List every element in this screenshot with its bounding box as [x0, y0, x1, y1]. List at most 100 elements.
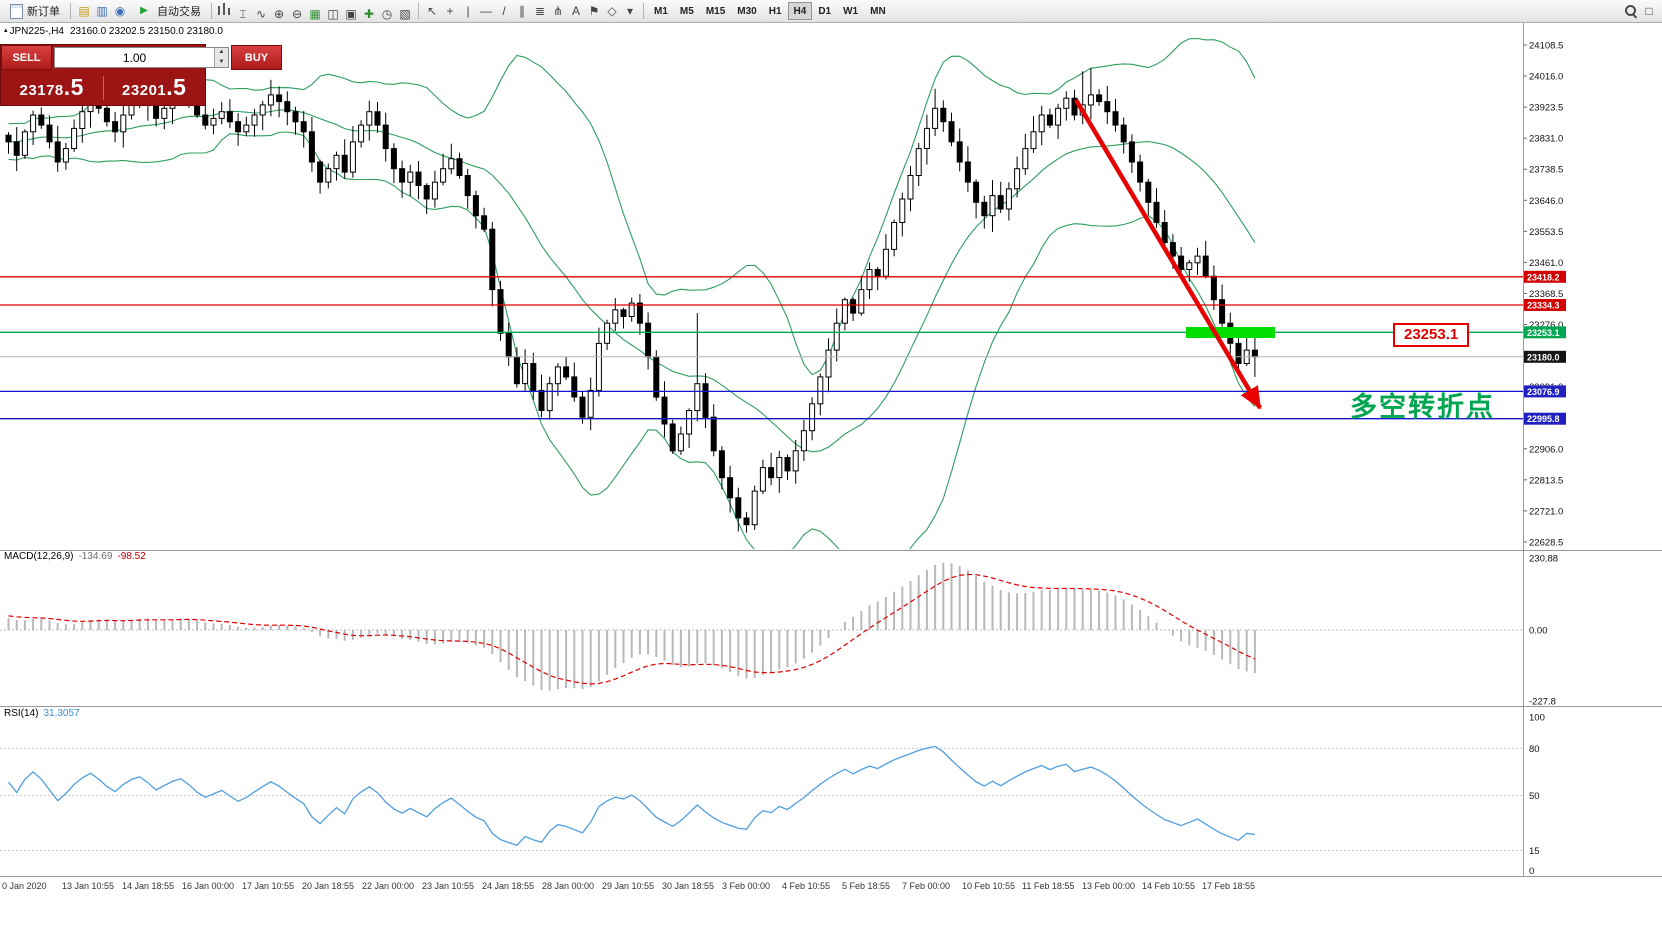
svg-text:23180.0: 23180.0 [1527, 352, 1560, 362]
price-badge-23334.3 [1524, 299, 1566, 311]
profiles-icon[interactable]: ▤ [78, 4, 90, 18]
timeframe-H4[interactable]: H4 [787, 2, 813, 20]
candlestick-chart-icon[interactable]: ⌶ [239, 6, 247, 21]
price-badge-23180.0 [1524, 350, 1566, 363]
vertical-line-icon[interactable]: | [466, 4, 470, 18]
zoom-in-icon[interactable]: ⊕ [273, 6, 285, 21]
window-list-icon[interactable]: □ [1645, 4, 1653, 18]
svg-text:23738.5: 23738.5 [1529, 165, 1563, 176]
svg-text:23253.1: 23253.1 [1527, 328, 1560, 338]
new-chart-icon[interactable]: ▦ [309, 6, 321, 21]
svg-text:20 Jan 18:55: 20 Jan 18:55 [302, 881, 354, 891]
zoom-out-icon[interactable]: ⊖ [291, 6, 303, 21]
sell-price[interactable]: 23178.5 [19, 74, 84, 100]
period-icon[interactable]: ◷ [381, 6, 393, 21]
svg-text:23646.0: 23646.0 [1529, 196, 1563, 207]
search-icon[interactable] [1622, 2, 1640, 20]
rsi-line [7, 745, 1255, 847]
tile-windows-icon[interactable]: ◫ [327, 6, 339, 21]
timeframe-MN[interactable]: MN [864, 2, 892, 20]
svg-text:23076.9: 23076.9 [1527, 387, 1560, 397]
price-callout[interactable]: 23253.1 [1393, 323, 1470, 347]
rsi-value: 31.3057 [43, 708, 80, 719]
svg-text:23 Jan 10:55: 23 Jan 10:55 [422, 881, 474, 891]
dropdown-arrow-icon[interactable]: ▾ [626, 4, 634, 18]
indicators-icon[interactable]: ✚ [363, 6, 375, 21]
timeframe-M15[interactable]: M15 [700, 2, 731, 20]
svg-text:22906.0: 22906.0 [1529, 444, 1563, 455]
price-divider [102, 75, 104, 100]
svg-text:30 Jan 18:55: 30 Jan 18:55 [662, 881, 714, 891]
svg-text:100: 100 [1529, 713, 1545, 724]
svg-text:24108.5: 24108.5 [1529, 41, 1563, 52]
svg-text:23553.5: 23553.5 [1529, 227, 1563, 238]
andrews-pitchfork-icon[interactable]: ⋔ [552, 4, 564, 18]
timeframe-H1[interactable]: H1 [763, 2, 788, 20]
chart-ohlc-values: 23160.0 23202.5 23150.0 23180.0 [69, 26, 223, 37]
fibonacci-icon[interactable]: ≣ [534, 4, 546, 18]
volume-decrease-button[interactable]: ▼ [215, 57, 228, 67]
new-order-button[interactable]: 新订单 [4, 1, 66, 21]
line-chart-icon[interactable]: ∿ [255, 6, 267, 21]
svg-text:3 Feb 00:00: 3 Feb 00:00 [722, 881, 770, 891]
volume-increase-button[interactable]: ▲ [215, 48, 228, 58]
buy-price[interactable]: 23201.5 [122, 74, 187, 100]
timeframe-W1[interactable]: W1 [837, 2, 864, 20]
autotrading-button[interactable]: ▶ 自动交易 [129, 1, 207, 21]
svg-text:0.00: 0.00 [1529, 626, 1548, 637]
horizontal-line-icon[interactable]: — [480, 4, 492, 18]
svg-text:22813.5: 22813.5 [1529, 475, 1563, 486]
macd-signal-line [8, 573, 1256, 685]
svg-text:10 Feb 10:55: 10 Feb 10:55 [962, 881, 1015, 891]
svg-text:7 Feb 00:00: 7 Feb 00:00 [902, 881, 950, 891]
chart-background [0, 23, 1662, 944]
shapes-icon[interactable]: ◇ [607, 4, 617, 18]
timeframe-M30[interactable]: M30 [731, 2, 762, 20]
channel-icon[interactable]: ∥ [519, 4, 525, 18]
toolbar-divider [643, 3, 644, 19]
rsi-title: RSI(14) [4, 708, 39, 719]
annotation-note[interactable]: 多空转折点 [1350, 392, 1495, 422]
label-icon[interactable]: ⚑ [588, 4, 600, 18]
price-badge-22995.8 [1524, 412, 1566, 425]
horizontal-levels: 23418.2 23334.3 23253.1 23180.0 23076.9 22995… [0, 270, 1566, 425]
svg-text:23334.3: 23334.3 [1527, 300, 1560, 310]
template-icon[interactable]: ▧ [399, 6, 411, 21]
timeframe-M5[interactable]: M5 [674, 2, 700, 20]
market-watch-icon[interactable]: ▥ [96, 4, 108, 18]
sell-button[interactable]: SELL [1, 45, 52, 70]
one-click-trading-panel: SELL ▲ ▼ BUY 23178.5 23201.5 [0, 44, 282, 106]
bar-chart-icon[interactable] [216, 0, 234, 18]
svg-text:230.88: 230.88 [1529, 553, 1558, 564]
svg-text:17 Jan 10:55: 17 Jan 10:55 [242, 881, 294, 891]
cursor-icon[interactable]: ↖ [426, 4, 438, 18]
timeframe-D1[interactable]: D1 [812, 2, 837, 20]
time-axis[interactable]: 0 Jan 2020 13 Jan 10:55 14 Jan 18:55 16 Jan… [2, 881, 1255, 891]
bollinger-lower-band [8, 131, 1256, 549]
price-badge-23418.2 [1524, 270, 1566, 283]
svg-text:22628.5: 22628.5 [1529, 537, 1563, 548]
timeframe-M1[interactable]: M1 [648, 2, 674, 20]
text-icon[interactable]: A [571, 4, 580, 18]
svg-text:-227.8: -227.8 [1529, 697, 1556, 708]
highlight-bar[interactable] [1186, 327, 1275, 338]
cascade-windows-icon[interactable]: ▣ [345, 6, 357, 21]
macd-title: MACD(12,26,9) [4, 551, 74, 562]
svg-text:17 Feb 18:55: 17 Feb 18:55 [1202, 881, 1255, 891]
navigator-icon[interactable]: ◉ [114, 4, 126, 18]
svg-text:14 Jan 18:55: 14 Jan 18:55 [122, 881, 174, 891]
svg-text:50: 50 [1529, 791, 1540, 802]
buy-button[interactable]: BUY [231, 45, 282, 70]
price-badge-23076.9 [1524, 385, 1566, 398]
svg-text:23461.0: 23461.0 [1529, 258, 1563, 269]
trendline-icon[interactable]: / [502, 4, 506, 18]
svg-text:22995.8: 22995.8 [1527, 414, 1560, 424]
crosshair-icon[interactable]: + [446, 4, 454, 18]
bollinger-upper-band [8, 37, 1256, 376]
svg-text:28 Jan 00:00: 28 Jan 00:00 [542, 881, 594, 891]
volume-input[interactable] [55, 48, 214, 67]
svg-text:5 Feb 18:55: 5 Feb 18:55 [842, 881, 890, 891]
trend-arrow[interactable] [1074, 98, 1262, 410]
